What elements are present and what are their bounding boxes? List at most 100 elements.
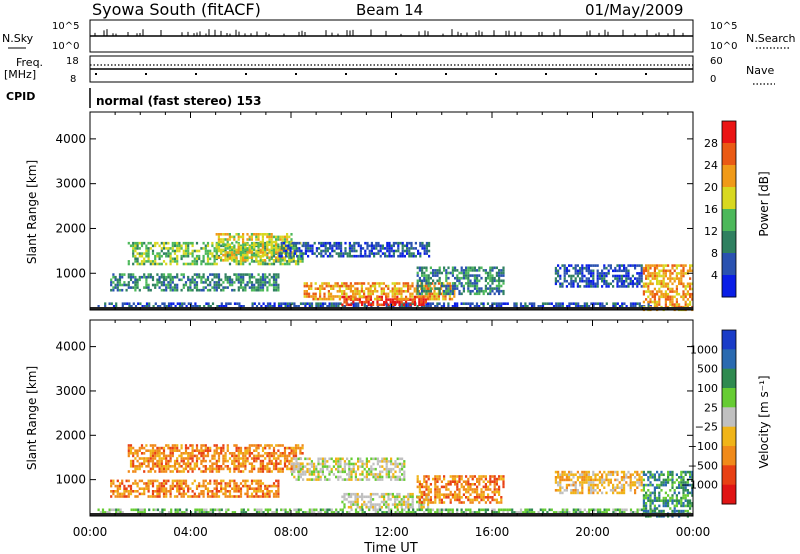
data-cell	[226, 495, 229, 498]
data-cell	[195, 254, 199, 258]
data-cell	[418, 266, 421, 270]
data-cell	[121, 305, 124, 308]
data-cell	[436, 305, 439, 308]
data-cell	[204, 459, 207, 463]
data-cell	[412, 254, 415, 258]
data-cell	[242, 462, 245, 465]
data-cell	[423, 247, 426, 250]
data-cell	[193, 286, 196, 289]
data-cell	[261, 495, 265, 498]
data-cell	[211, 457, 214, 460]
data-cell	[651, 290, 654, 293]
data-cell	[270, 470, 273, 473]
data-cell	[220, 248, 223, 252]
data-cell	[288, 302, 292, 305]
data-cell	[616, 277, 619, 280]
noise-left-tick-high: 10^5	[52, 21, 79, 32]
data-cell	[366, 247, 369, 250]
data-cell	[147, 241, 150, 245]
data-cell	[315, 305, 318, 308]
data-cell	[204, 465, 207, 468]
data-cell	[255, 482, 258, 485]
data-cell	[250, 495, 254, 498]
data-cell	[423, 485, 426, 489]
data-cell	[268, 259, 271, 262]
data-cell	[603, 274, 606, 278]
data-cell	[392, 244, 395, 248]
data-cell	[266, 262, 269, 266]
data-cell	[127, 490, 130, 493]
data-cell	[596, 274, 599, 278]
data-cell	[211, 252, 214, 255]
data-cell	[171, 470, 174, 473]
data-cell	[242, 454, 245, 458]
data-cell	[281, 238, 284, 241]
data-cell	[411, 284, 414, 288]
data-cell	[583, 285, 586, 288]
data-cell	[405, 295, 408, 299]
data-cell	[231, 511, 234, 514]
data-cell	[396, 505, 399, 509]
data-cell	[323, 292, 326, 296]
data-cell	[361, 478, 364, 481]
data-cell	[220, 305, 223, 308]
data-cell	[390, 247, 393, 250]
data-cell	[326, 241, 329, 245]
data-cell	[286, 260, 289, 263]
data-cell	[277, 495, 280, 498]
data-cell	[180, 288, 183, 292]
data-cell	[222, 444, 225, 447]
data-cell	[340, 252, 343, 255]
data-cell	[612, 305, 615, 308]
data-cell	[290, 457, 293, 460]
data-cell	[379, 508, 382, 512]
data-cell	[143, 273, 146, 276]
data-cell	[380, 290, 383, 293]
data-cell	[277, 487, 280, 490]
data-cell	[178, 484, 181, 488]
data-cell	[189, 241, 192, 245]
data-cell	[136, 454, 139, 458]
data-cell	[347, 500, 350, 504]
data-cell	[165, 252, 168, 255]
data-cell	[277, 275, 280, 279]
data-cell	[432, 501, 435, 504]
data-cell	[165, 479, 168, 483]
data-cell	[182, 249, 185, 253]
data-cell	[237, 467, 240, 471]
data-cell	[462, 289, 465, 293]
data-cell	[259, 467, 262, 471]
data-cell	[480, 302, 483, 305]
data-cell	[645, 290, 648, 293]
data-cell	[495, 271, 498, 275]
data-cell	[489, 271, 492, 275]
data-cell	[257, 281, 260, 284]
data-cell	[458, 289, 461, 293]
data-cell	[330, 302, 333, 305]
data-cell	[451, 266, 454, 270]
data-cell	[148, 305, 151, 308]
data-cell	[242, 484, 245, 488]
data-cell	[176, 511, 179, 514]
data-cell	[684, 303, 687, 306]
data-cell	[387, 295, 390, 298]
data-cell	[248, 454, 251, 458]
data-cell	[299, 457, 302, 461]
data-cell	[429, 282, 432, 285]
data-cell	[118, 492, 122, 496]
data-cell	[171, 288, 174, 292]
data-cell	[213, 495, 216, 498]
data-cell	[357, 467, 360, 471]
data-cell	[291, 473, 294, 476]
data-cell	[231, 283, 234, 287]
data-cell	[400, 297, 403, 301]
data-cell	[123, 492, 126, 496]
data-cell	[198, 508, 201, 512]
data-cell	[121, 511, 124, 514]
data-cell	[176, 302, 179, 305]
data-cell	[275, 465, 278, 468]
data-cell	[537, 511, 540, 514]
data-cell	[413, 297, 416, 301]
data-cell	[592, 264, 595, 267]
data-cell	[112, 273, 115, 276]
